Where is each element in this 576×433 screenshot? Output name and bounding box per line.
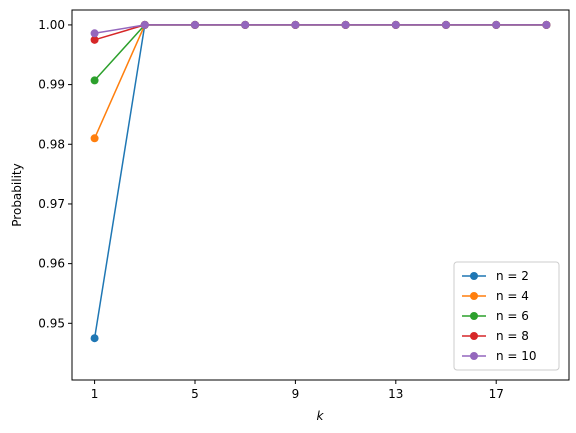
legend-item: n = 8 bbox=[462, 329, 529, 343]
x-axis: 1 5 9 13 17 bbox=[91, 380, 504, 401]
legend-label: n = 8 bbox=[496, 329, 529, 343]
legend-marker bbox=[470, 312, 478, 320]
y-tick-label: 0.99 bbox=[38, 78, 65, 92]
x-tick-label: 9 bbox=[292, 387, 300, 401]
y-axis-label: Probability bbox=[10, 163, 24, 226]
y-axis: 0.95 0.96 0.97 0.98 0.99 1.00 bbox=[38, 18, 72, 330]
data-point bbox=[90, 35, 99, 44]
data-point bbox=[291, 20, 300, 29]
x-axis-label: k bbox=[317, 409, 325, 423]
data-point bbox=[241, 20, 250, 29]
legend-item: n = 10 bbox=[462, 349, 537, 363]
data-point bbox=[542, 20, 551, 29]
data-point bbox=[442, 20, 451, 29]
series-line bbox=[94, 24, 547, 81]
plot-frame bbox=[71, 9, 570, 381]
legend-marker bbox=[470, 272, 478, 280]
legend-label: n = 10 bbox=[496, 349, 537, 363]
series-5 bbox=[90, 20, 551, 38]
series-2 bbox=[90, 20, 551, 143]
x-tick-label: 17 bbox=[489, 387, 504, 401]
legend-item: n = 4 bbox=[462, 289, 529, 303]
x-tick-label: 13 bbox=[388, 387, 403, 401]
series-line bbox=[94, 24, 547, 35]
legend-label: n = 2 bbox=[496, 269, 529, 283]
y-tick-label: 0.96 bbox=[38, 257, 65, 271]
series-line bbox=[94, 24, 547, 41]
y-tick-label: 0.97 bbox=[38, 197, 65, 211]
y-tick-label: 0.98 bbox=[38, 137, 65, 151]
legend-marker bbox=[470, 332, 478, 340]
series-line bbox=[93, 24, 547, 139]
data-point bbox=[391, 20, 400, 29]
x-tick-label: 1 bbox=[91, 387, 99, 401]
legend-marker bbox=[470, 292, 478, 300]
plot-area bbox=[90, 20, 551, 343]
data-point bbox=[90, 29, 99, 38]
data-point bbox=[90, 134, 99, 143]
x-tick-label: 5 bbox=[191, 387, 199, 401]
data-point bbox=[341, 20, 350, 29]
y-tick-label: 1.00 bbox=[38, 18, 65, 32]
data-point bbox=[90, 76, 99, 85]
legend-item: n = 6 bbox=[462, 309, 529, 323]
data-point bbox=[492, 20, 501, 29]
legend: n = 2 n = 4 n = 6 n = 8 n = 10 bbox=[453, 261, 560, 371]
data-point bbox=[140, 20, 149, 29]
legend-label: n = 4 bbox=[496, 289, 529, 303]
legend-item: n = 2 bbox=[462, 269, 529, 283]
legend-label: n = 6 bbox=[496, 309, 529, 323]
data-point bbox=[90, 334, 99, 343]
legend-box bbox=[453, 261, 560, 371]
data-point bbox=[190, 20, 199, 29]
series-3 bbox=[90, 20, 551, 85]
y-tick-label: 0.95 bbox=[38, 316, 65, 330]
legend-marker bbox=[470, 352, 478, 360]
